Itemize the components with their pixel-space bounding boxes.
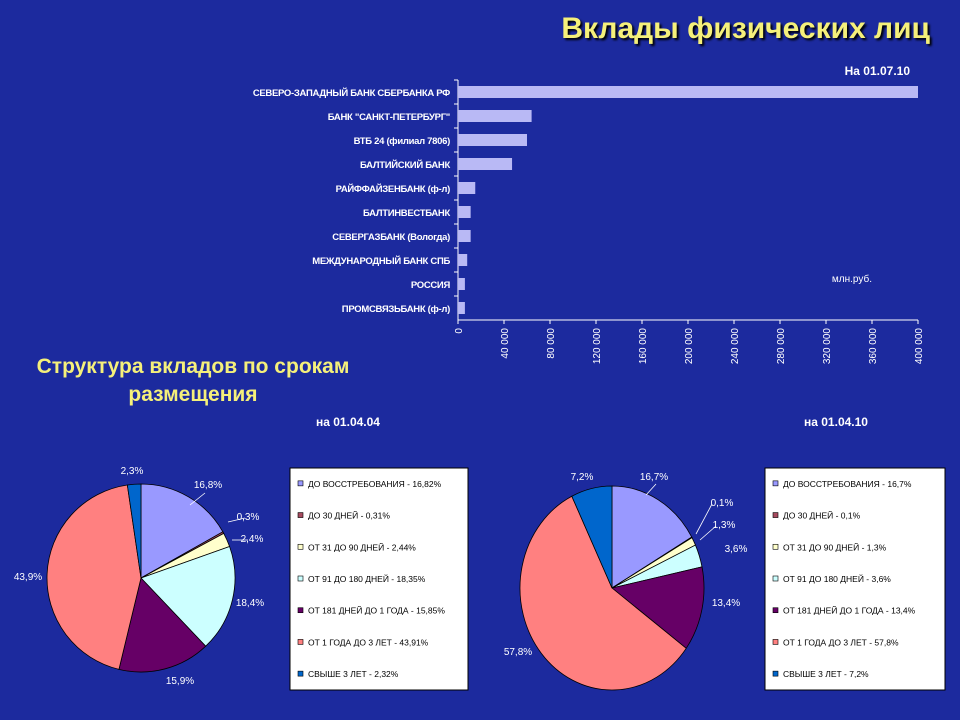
bar-category-label: СЕВЕРГАЗБАНК (Вологда) xyxy=(332,232,450,243)
pie2-legend-swatch xyxy=(772,670,779,677)
pie2-legend-swatch xyxy=(772,607,779,614)
bar-6 xyxy=(458,206,471,218)
pie2-legend-label: СВЫШЕ 3 ЛЕТ - 7,2% xyxy=(783,669,869,679)
pie1-legend-swatch xyxy=(297,480,304,487)
bar-category-label: ПРОМСВЯЗЬБАНК (ф-л) xyxy=(342,304,450,315)
pie1-legend-swatch xyxy=(297,639,304,645)
pie1-legend-swatch xyxy=(297,670,304,677)
bar-8 xyxy=(458,254,468,266)
bar-category-label: СЕВЕРО-ЗАПАДНЫЙ БАНК СБЕРБАНКА РФ xyxy=(253,87,450,99)
pie1-slice-label: 0,3% xyxy=(237,512,260,523)
pie2-legend-swatch xyxy=(772,575,779,582)
bar-9 xyxy=(458,278,465,290)
pie1-slice-label: 2,4% xyxy=(241,534,264,545)
pie2-legend-label: ОТ 1 ГОДА ДО 3 ЛЕТ - 57,8% xyxy=(783,637,899,647)
pie1-slice-label: 16,8% xyxy=(194,480,222,491)
bar-x-tick-label: 40 000 xyxy=(500,328,511,359)
pie2-legend-label: ОТ 181 ДНЕЙ ДО 1 ГОДА - 13,4% xyxy=(783,605,916,616)
bar-category-label: ВТБ 24 (филиал 7806) xyxy=(354,136,451,147)
bar-5 xyxy=(458,182,476,194)
bar-1 xyxy=(458,86,918,98)
bar-category-label: БАЛТИЙСКИЙ БАНК xyxy=(360,159,451,171)
pie1-slice-6 xyxy=(46,484,142,670)
pie2-leader-line xyxy=(645,483,657,496)
pie1-slice-5 xyxy=(118,577,207,673)
pie1-slice-label: 15,9% xyxy=(166,676,194,687)
bar-10 xyxy=(458,302,465,314)
pie2-slice-5 xyxy=(611,566,705,649)
bar-x-tick-label: 120 000 xyxy=(592,328,603,365)
pie1-legend-swatch xyxy=(297,575,304,582)
pie2-leader-line xyxy=(695,503,713,535)
bar-2 xyxy=(458,110,532,122)
pie2-slice-label: 57,8% xyxy=(504,647,532,658)
pie1-legend-label: ОТ 1 ГОДА ДО 3 ЛЕТ - 43,91% xyxy=(308,637,429,647)
pie1-legend-label: ДО ВОССТРЕБОВАНИЯ - 16,82% xyxy=(308,479,442,489)
bar-x-tick-label: 0 xyxy=(454,328,465,334)
pie2-slice-label: 16,7% xyxy=(640,472,668,483)
pie2-slice-label: 7,2% xyxy=(571,472,594,483)
bar-x-tick-label: 160 000 xyxy=(638,328,649,365)
pie2-legend xyxy=(764,467,946,691)
pie2-legend-swatch xyxy=(772,512,779,518)
pie2-slice-label: 1,3% xyxy=(713,520,736,531)
slide-title: Вклады физических лиц xyxy=(561,12,930,45)
pie2-slice-label: 13,4% xyxy=(712,598,740,609)
pie1-legend-swatch xyxy=(297,512,304,518)
pie1-slice-1 xyxy=(140,483,224,579)
pie2-legend-swatch xyxy=(772,480,779,487)
pie1-slice-4 xyxy=(140,546,236,647)
pie2-legend-label: ОТ 91 ДО 180 ДНЕЙ - 3,6% xyxy=(783,573,891,584)
pie2-slice-label: 3,6% xyxy=(725,544,748,555)
pie1-legend xyxy=(289,467,469,691)
pie1-legend-label: ОТ 31 ДО 90 ДНЕЙ - 2,44% xyxy=(308,541,416,552)
pie1-legend-swatch xyxy=(297,607,304,614)
pie2-leader-line xyxy=(699,525,717,541)
bar-x-tick-label: 80 000 xyxy=(546,328,557,359)
pie2-slice-1 xyxy=(611,485,693,589)
bar-x-tick-label: 280 000 xyxy=(776,328,787,365)
bar-category-label: БАЛТИНВЕСТБАНК xyxy=(363,208,451,219)
pie2-legend-swatch xyxy=(772,639,779,645)
pie1-leader-line xyxy=(227,517,246,523)
bar-x-tick-label: 200 000 xyxy=(684,328,695,365)
bar-category-label: БАНК "САНКТ-ПЕТЕРБУРГ" xyxy=(328,112,450,123)
bar-3 xyxy=(458,134,527,146)
bar-7 xyxy=(458,230,471,242)
pie2-date-label: на 01.04.10 xyxy=(804,415,868,429)
bar-x-tick-label: 360 000 xyxy=(868,328,879,365)
bar-x-tick-label: 240 000 xyxy=(730,328,741,365)
pie1-slice-label: 18,4% xyxy=(236,598,264,609)
bar-category-label: МЕЖДУНАРОДНЫЙ БАНК СПБ xyxy=(312,255,450,267)
pie1-legend-label: ОТ 91 ДО 180 ДНЕЙ - 18,35% xyxy=(308,573,426,584)
bar-unit-label: млн.руб. xyxy=(832,273,872,285)
pie1-date-label: на 01.04.04 xyxy=(316,415,380,429)
bar-category-label: РАЙФФАЙЗЕНБАНК (ф-л) xyxy=(336,183,450,195)
section-title: Структура вкладов по срокам размещения xyxy=(36,355,350,406)
pie2-slice-7 xyxy=(571,485,613,589)
pie1-legend-swatch xyxy=(297,543,304,550)
pie1-slice-7 xyxy=(126,483,142,579)
bar-4 xyxy=(458,158,513,170)
pie2-legend-label: ДО 30 ДНЕЙ - 0,1% xyxy=(783,510,861,521)
pie2-slice-6 xyxy=(519,495,687,691)
pie2-legend-label: ДО ВОССТРЕБОВАНИЯ - 16,7% xyxy=(783,479,912,489)
pie2-slice-label: 0,1% xyxy=(711,498,734,509)
pie1-legend-label: СВЫШЕ 3 ЛЕТ - 2,32% xyxy=(308,669,399,679)
pie1-leader-line xyxy=(189,492,206,506)
pie2-legend-swatch xyxy=(772,543,779,550)
bar-x-tick-label: 320 000 xyxy=(822,328,833,365)
pie1-legend-label: ДО 30 ДНЕЙ - 0,31% xyxy=(308,510,390,521)
bar-x-tick-label: 400 000 xyxy=(914,328,925,365)
pie2-legend-label: ОТ 31 ДО 90 ДНЕЙ - 1,3% xyxy=(783,541,887,552)
bar-category-label: РОССИЯ xyxy=(411,280,451,291)
pie1-slice-label: 2,3% xyxy=(121,466,144,477)
pie1-legend-label: ОТ 181 ДНЕЙ ДО 1 ГОДА - 15,85% xyxy=(308,605,445,616)
bar-chart-date: На 01.07.10 xyxy=(844,64,910,78)
pie1-slice-label: 43,9% xyxy=(14,572,42,583)
